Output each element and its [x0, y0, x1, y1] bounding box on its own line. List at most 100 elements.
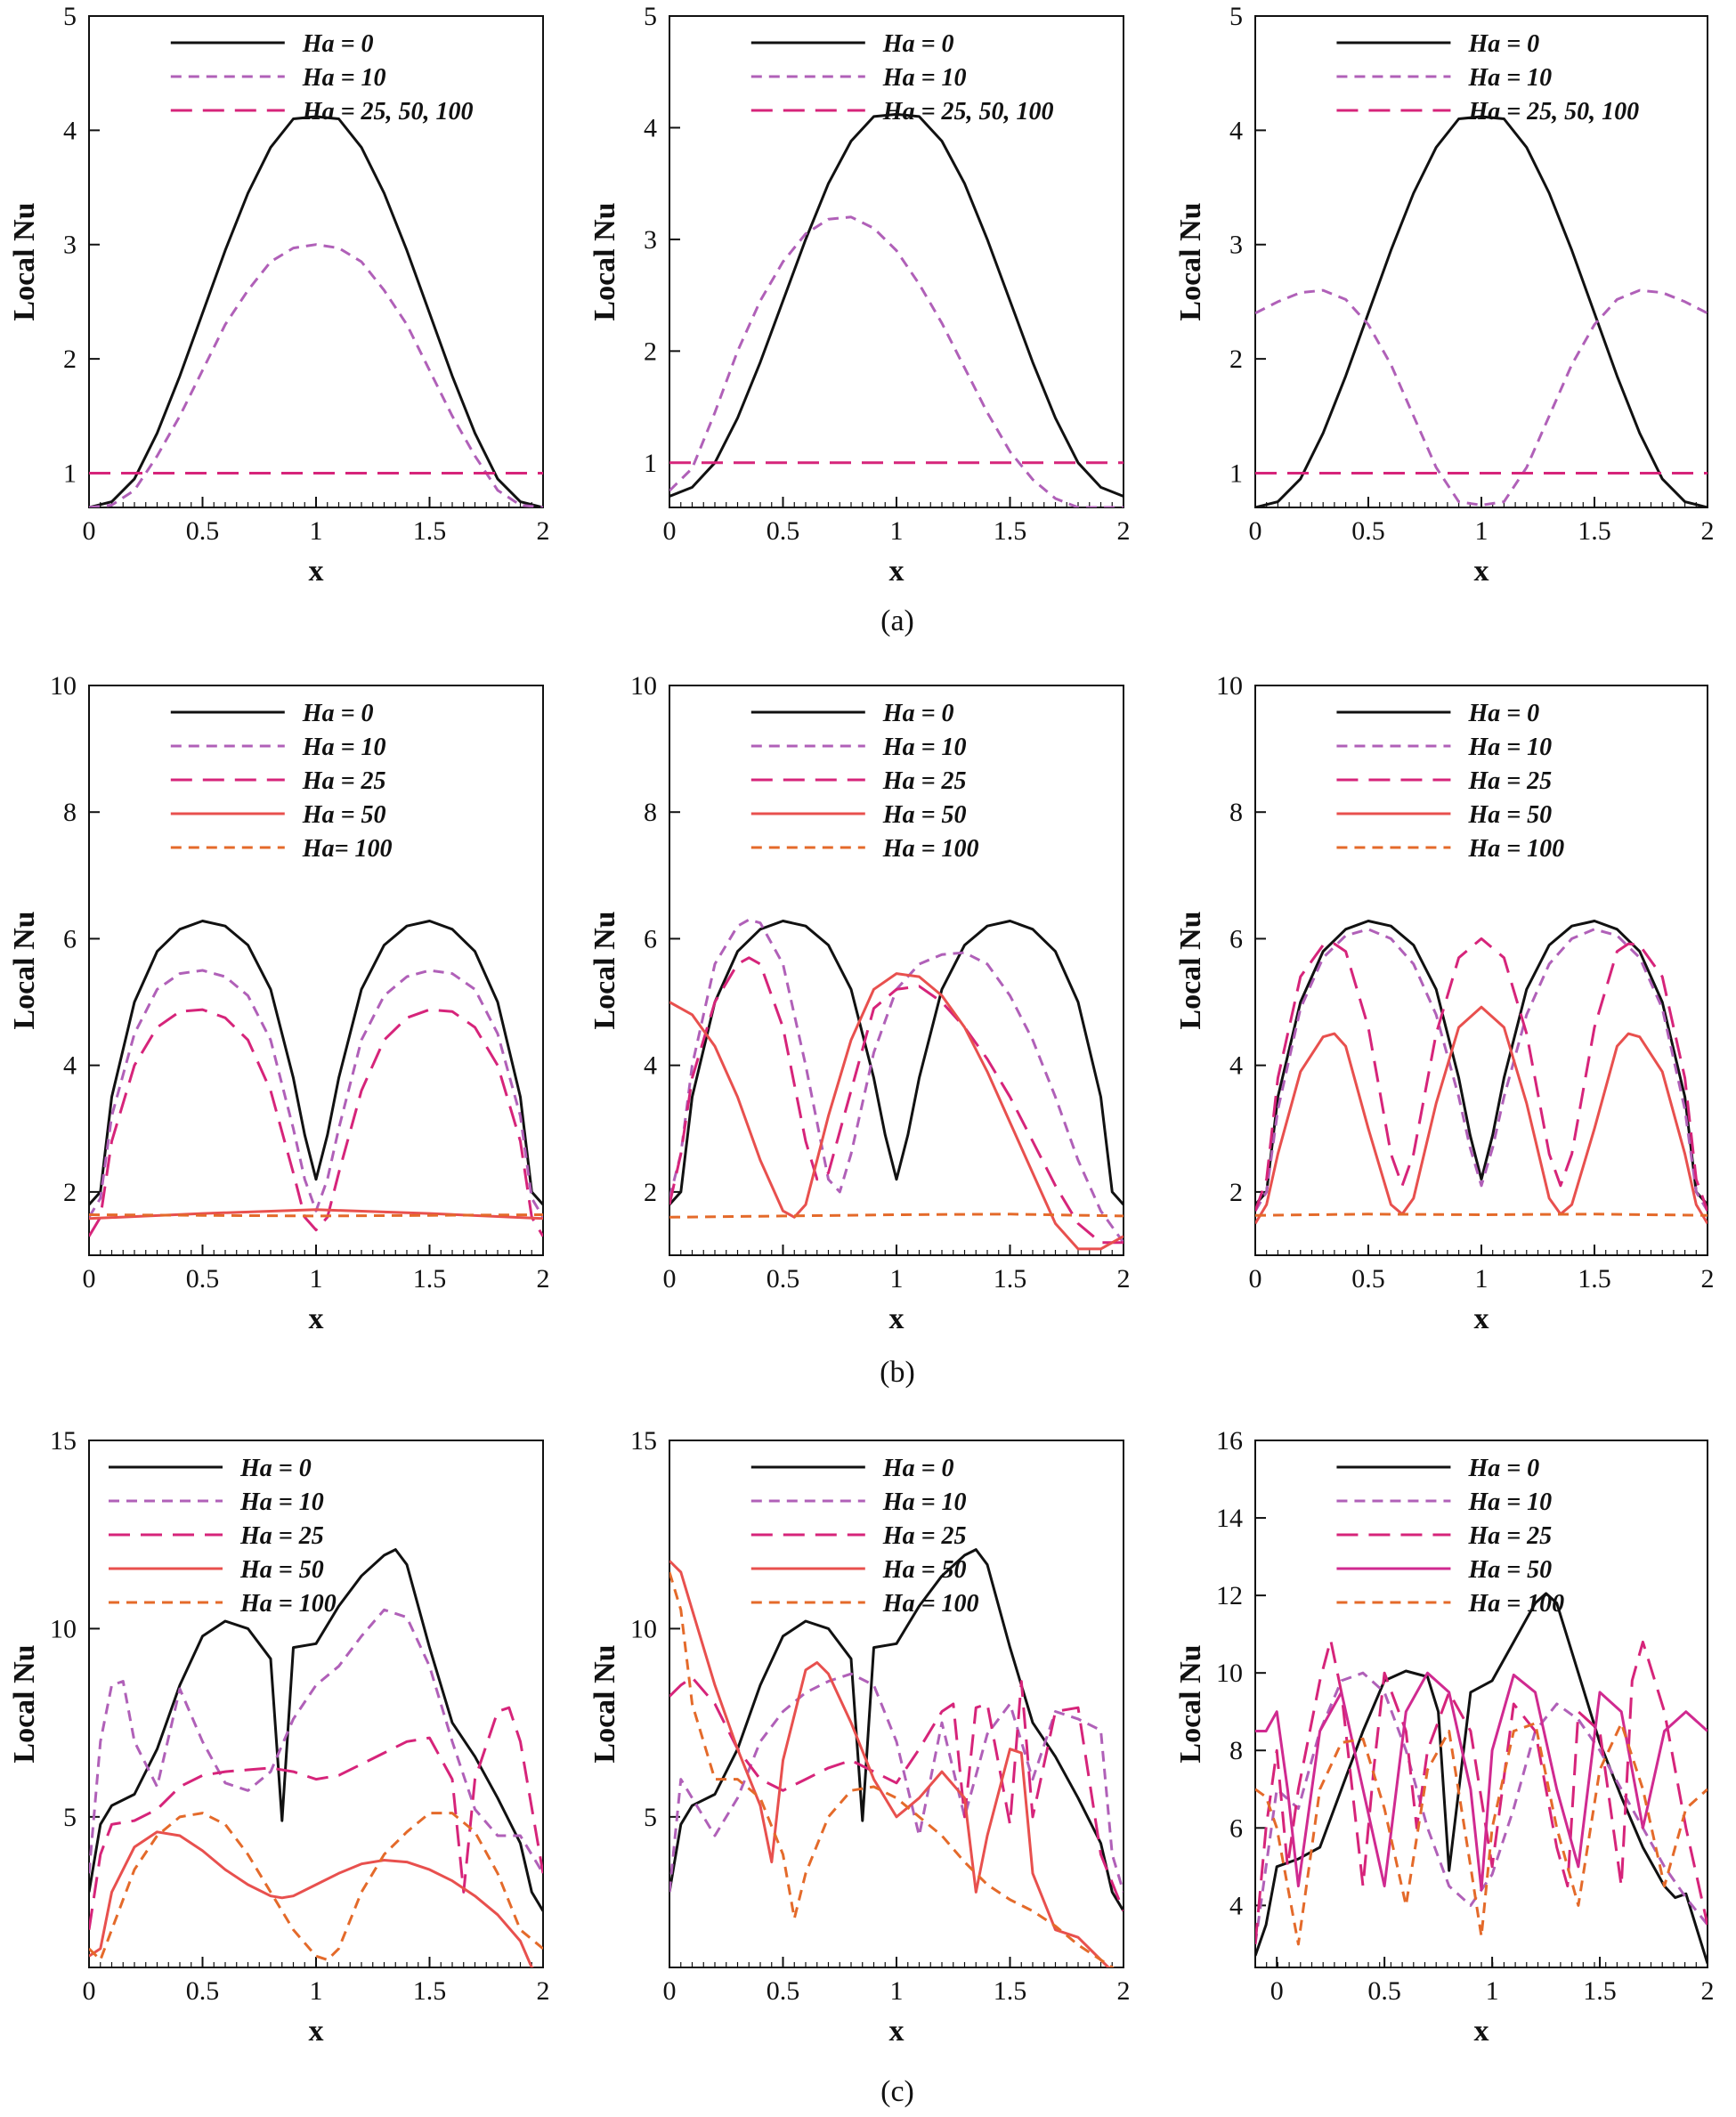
- y-tick-label: 8: [1229, 1736, 1243, 1765]
- series-line-2: [669, 956, 1124, 1245]
- x-tick-label: 1: [890, 516, 904, 546]
- x-tick-label: 1: [890, 1264, 904, 1294]
- x-tick-label: 0: [663, 1976, 677, 2006]
- series-line-4: [669, 1213, 1124, 1219]
- y-tick-label: 5: [63, 2, 77, 31]
- x-tick-label: 1.5: [994, 1976, 1027, 2006]
- y-tick-label: 6: [63, 924, 77, 953]
- legend-label: Ha = 10: [882, 1488, 967, 1516]
- series-line-3: [1255, 1671, 1708, 1892]
- x-tick-label: 0.5: [1367, 1976, 1401, 2006]
- x-tick-label: 2: [537, 1264, 550, 1294]
- series-line-2: [1255, 937, 1708, 1212]
- x-tick-label: 0: [1249, 1264, 1262, 1294]
- legend-label: Ha = 10: [1467, 64, 1552, 92]
- legend-label: Ha = 10: [239, 1488, 324, 1516]
- series-line-1: [669, 215, 1124, 507]
- legend-label: Ha = 25: [1467, 1522, 1552, 1550]
- x-tick-label: 1.5: [413, 516, 447, 546]
- plot-frame: [669, 1440, 1124, 1968]
- x-tick-label: 0.5: [186, 1976, 220, 2006]
- x-tick-label: 1.5: [1578, 1264, 1611, 1294]
- x-tick-label: 1: [310, 1976, 323, 2006]
- legend: Ha = 0 Ha = 10 Ha = 25 Ha = 50 Ha = 100: [750, 700, 979, 863]
- legend-label: Ha = 0: [239, 1455, 312, 1482]
- series-line-0: [669, 920, 1124, 1206]
- y-tick-label: 10: [630, 671, 657, 701]
- y-tick-label: 10: [50, 1614, 77, 1643]
- y-tick-label: 5: [644, 1803, 657, 1832]
- x-tick-label: 2: [1701, 1976, 1715, 2006]
- x-tick-label: 1: [310, 516, 323, 546]
- y-tick-label: 8: [1229, 798, 1243, 827]
- x-tick-label: 1: [1475, 1264, 1489, 1294]
- x-tick-label: 1: [310, 1264, 323, 1294]
- series-line-4: [89, 1812, 543, 1961]
- x-tick-label: 0: [1270, 1976, 1284, 2006]
- x-tick-label: 0: [83, 1976, 96, 2006]
- y-tick-label: 4: [644, 113, 657, 142]
- series-line-2: [89, 1706, 543, 1930]
- y-tick-label: 2: [63, 345, 77, 374]
- series-line-2: [89, 1008, 543, 1237]
- legend-label: Ha = 100: [1467, 1590, 1564, 1618]
- y-tick-label: 3: [644, 225, 657, 255]
- y-tick-label: 4: [63, 1051, 77, 1081]
- series-line-4: [1255, 1722, 1708, 1946]
- legend-label: Ha = 0: [882, 1455, 954, 1482]
- y-tick-label: 8: [644, 798, 657, 827]
- legend-label: Ha = 25: [239, 1522, 324, 1550]
- y-axis-label: Local Nu: [8, 1644, 41, 1763]
- series-line-0: [1255, 920, 1708, 1206]
- x-tick-label: 2: [537, 516, 550, 546]
- y-tick-label: 2: [644, 1178, 657, 1207]
- legend-label: Ha = 50: [882, 801, 967, 829]
- x-tick-label: 1.5: [994, 516, 1027, 546]
- x-tick-label: 1.5: [413, 1264, 447, 1294]
- y-tick-label: 3: [1229, 231, 1243, 260]
- y-tick-label: 5: [63, 1803, 77, 1832]
- x-axis-label: x: [309, 1302, 324, 1335]
- y-tick-label: 15: [50, 1426, 77, 1456]
- x-tick-label: 1.5: [994, 1264, 1027, 1294]
- y-tick-label: 6: [1229, 1813, 1243, 1843]
- y-tick-label: 4: [1229, 1051, 1243, 1081]
- legend-label: Ha = 10: [1467, 734, 1552, 761]
- series-line-0: [1255, 1592, 1708, 1965]
- legend-label: Ha = 100: [882, 1590, 979, 1618]
- x-tick-label: 1.5: [1583, 1976, 1617, 2006]
- legend: Ha = 0 Ha = 10 Ha = 25 Ha = 50 Ha = 100: [750, 1455, 979, 1618]
- y-tick-label: 2: [1229, 1178, 1243, 1207]
- series-line-4: [669, 1571, 1115, 1967]
- series-line-1: [89, 1608, 543, 1875]
- series-line-1: [1255, 1671, 1708, 1945]
- y-tick-label: 6: [644, 924, 657, 953]
- y-tick-label: 4: [1229, 1891, 1243, 1920]
- y-tick-label: 14: [1216, 1504, 1243, 1533]
- legend-label: Ha = 10: [1467, 1488, 1552, 1516]
- x-tick-label: 1: [1486, 1976, 1499, 2006]
- x-axis-label: x: [1474, 1302, 1489, 1335]
- legend-label: Ha = 50: [302, 801, 386, 829]
- legend-label: Ha = 50: [882, 1556, 967, 1584]
- y-tick-label: 4: [63, 116, 77, 145]
- legend-label: Ha = 25, 50, 100: [1467, 98, 1639, 126]
- series-line-0: [89, 920, 543, 1206]
- legend-label: Ha = 10: [302, 64, 386, 92]
- series-line-0: [89, 1548, 543, 1912]
- y-tick-label: 1: [63, 458, 77, 488]
- y-tick-label: 1: [644, 449, 657, 478]
- y-tick-label: 6: [1229, 924, 1243, 953]
- y-tick-label: 10: [1216, 1659, 1243, 1688]
- y-tick-label: 15: [630, 1426, 657, 1456]
- legend: Ha = 0 Ha = 10 Ha = 25, 50, 100: [750, 30, 1054, 126]
- legend: Ha = 0 Ha = 10 Ha = 25 Ha = 50 Ha = 100: [109, 1455, 337, 1618]
- legend-label: Ha = 0: [882, 700, 954, 727]
- legend-label: Ha = 25: [882, 1522, 967, 1550]
- series-line-3: [669, 1560, 1111, 1967]
- legend-label: Ha = 25, 50, 100: [882, 98, 1054, 126]
- series-line-4: [1255, 1213, 1708, 1217]
